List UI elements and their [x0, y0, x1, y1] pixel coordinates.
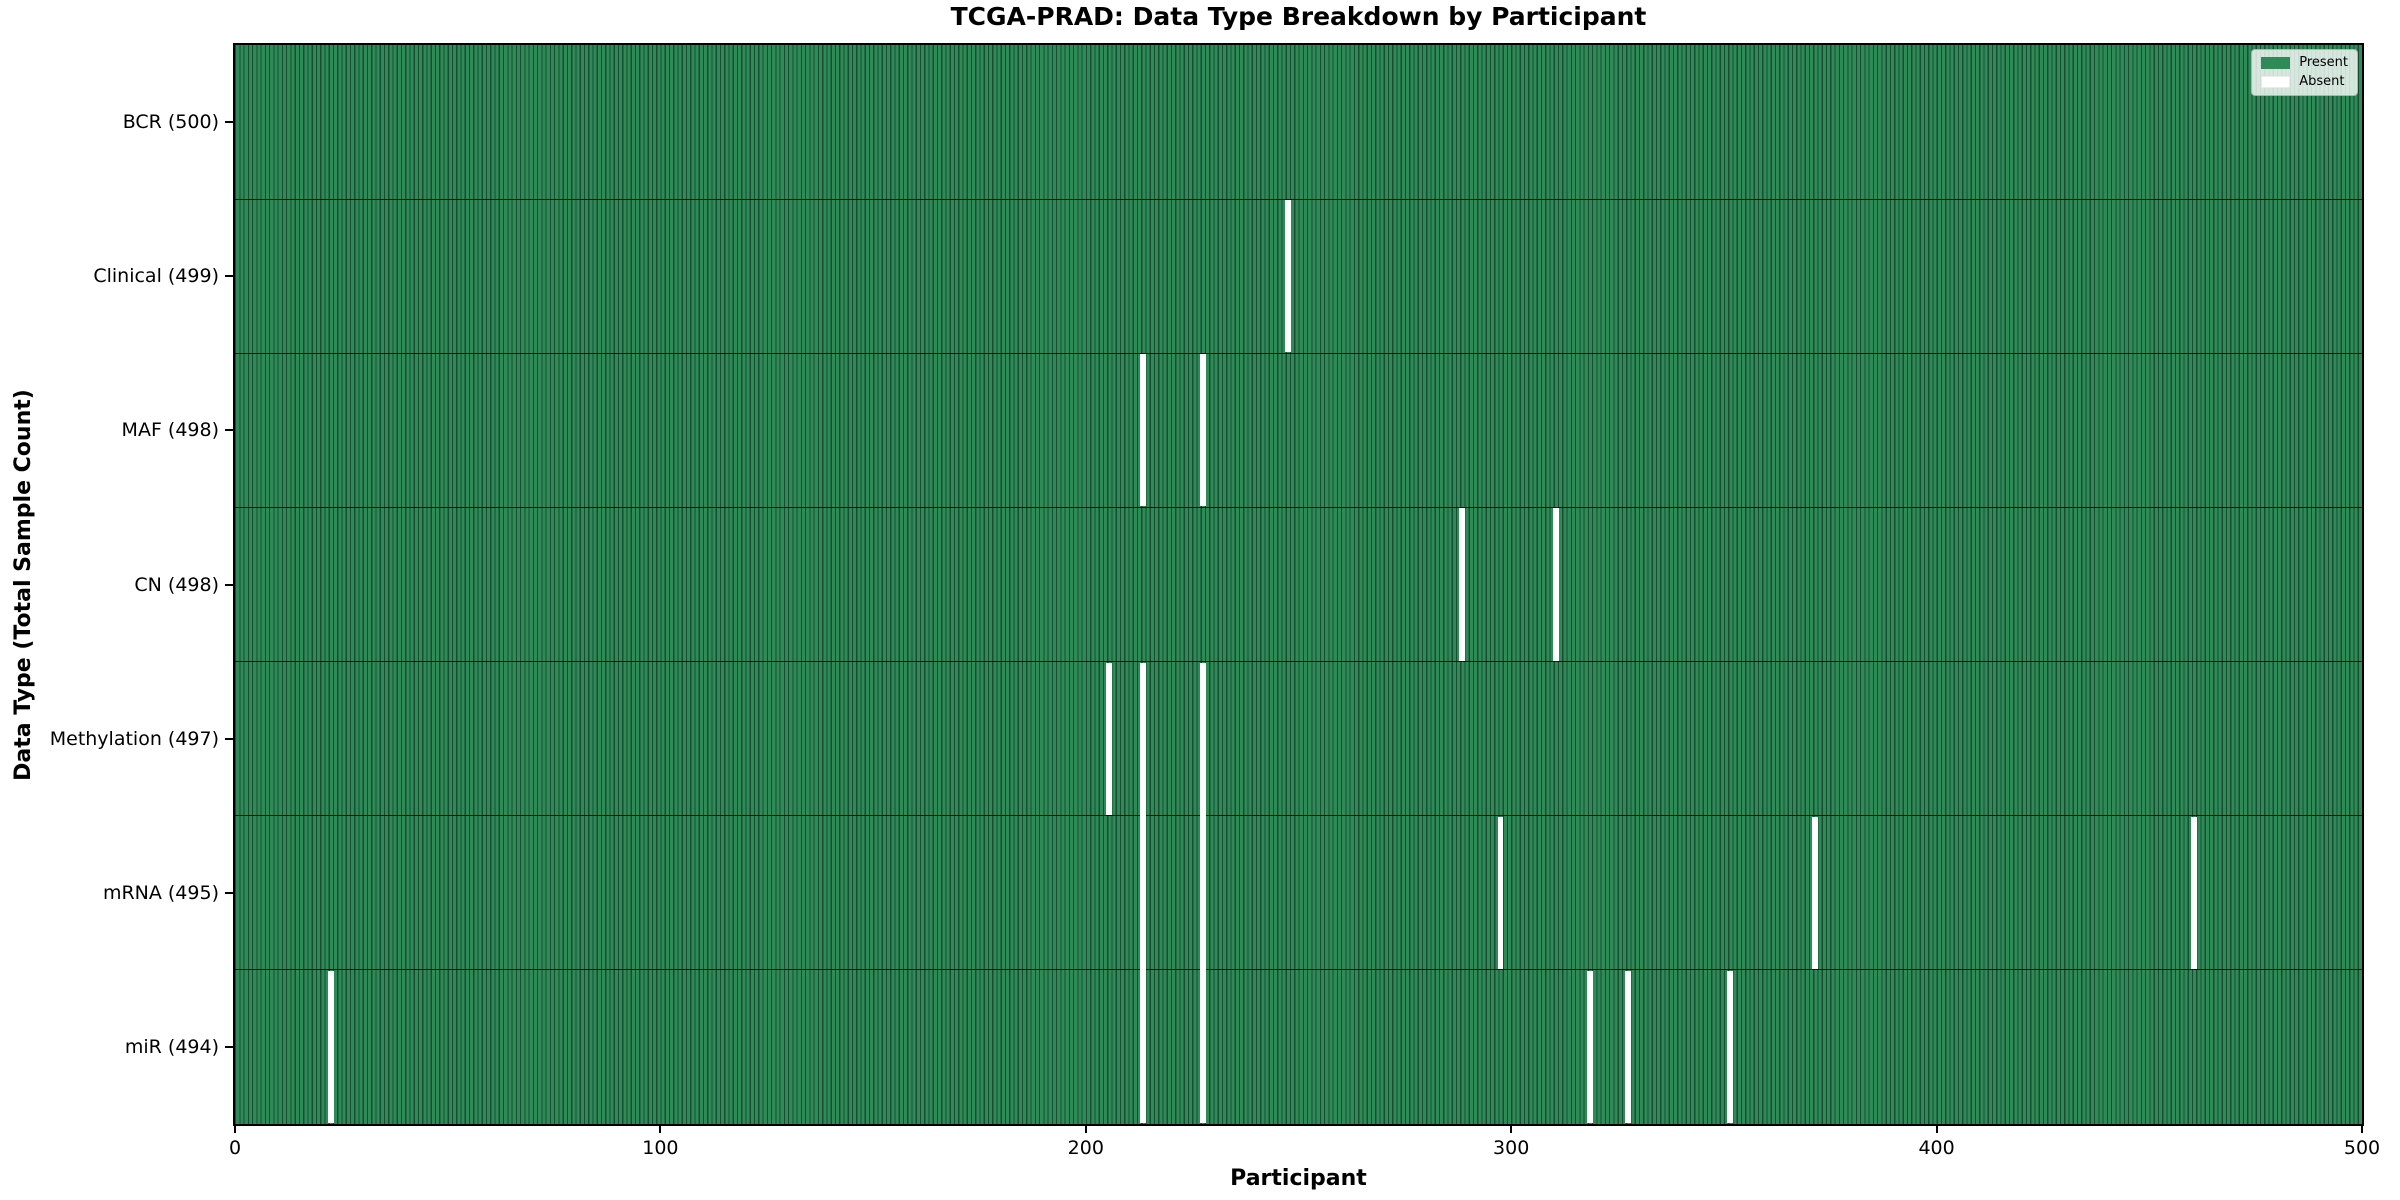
absent-cell	[1812, 816, 1819, 969]
absent-cell	[1284, 200, 1291, 353]
y-tick	[225, 737, 233, 740]
x-tick	[1084, 1126, 1087, 1133]
legend-entry-absent: Absent	[2261, 75, 2348, 89]
absent-cell	[1199, 662, 1206, 815]
legend-label: Absent	[2299, 74, 2345, 89]
x-tick	[1510, 1126, 1513, 1133]
row-separator	[235, 506, 2362, 509]
legend: Present Absent	[2251, 49, 2358, 96]
x-axis-label: Participant	[1230, 1166, 1367, 1191]
x-tick-label: 100	[642, 1137, 679, 1159]
y-tick-label: CN (498)	[134, 573, 219, 596]
y-tick	[225, 1045, 233, 1048]
absent-cell	[1497, 816, 1504, 969]
plot-area: Present Absent	[233, 43, 2364, 1126]
y-tick	[225, 121, 233, 124]
absent-cell-connector	[1140, 813, 1147, 818]
absent-cell	[1727, 970, 1734, 1123]
legend-entry-present: Present	[2261, 56, 2348, 70]
absent-swatch-icon	[2261, 76, 2291, 88]
x-tick-label: 0	[228, 1137, 242, 1159]
x-tick-label: 200	[1067, 1137, 1104, 1159]
x-tick	[234, 1126, 236, 1133]
absent-cell	[1140, 970, 1147, 1123]
y-axis-label: Data Type (Total Sample Count)	[11, 389, 36, 781]
row-separator	[235, 969, 2362, 971]
x-tick	[1935, 1126, 1938, 1133]
y-tick-label: miR (494)	[124, 1035, 219, 1058]
y-tick	[225, 429, 233, 432]
absent-cell	[327, 970, 334, 1123]
absent-cell	[1140, 662, 1147, 815]
row-separator	[235, 660, 2362, 663]
y-tick	[225, 891, 233, 894]
chart-title: TCGA-PRAD: Data Type Breakdown by Partic…	[950, 2, 1647, 31]
y-tick	[225, 583, 233, 586]
absent-cell	[1552, 508, 1559, 661]
present-swatch-icon	[2261, 57, 2291, 69]
row-separator	[235, 352, 2362, 354]
absent-cell	[1459, 508, 1466, 661]
absent-cell	[1586, 970, 1593, 1123]
y-tick-label: BCR (500)	[122, 111, 219, 134]
absent-cell	[1140, 816, 1147, 969]
x-tick	[659, 1126, 662, 1133]
x-tick-label: 500	[2343, 1137, 2381, 1159]
absent-cell	[1199, 970, 1206, 1123]
x-tick-label: 300	[1493, 1137, 1530, 1159]
y-tick-label: mRNA (495)	[102, 881, 219, 904]
row-separator	[235, 815, 2362, 817]
heatmap-cells-layer	[235, 45, 2362, 1124]
absent-cell	[1106, 662, 1113, 815]
absent-cell	[1199, 816, 1206, 969]
absent-cell-connector	[1140, 967, 1147, 972]
absent-cell	[1625, 970, 1632, 1123]
y-tick-label: Clinical (499)	[93, 265, 219, 288]
x-tick-label: 400	[1918, 1137, 1955, 1159]
legend-label: Present	[2299, 55, 2348, 70]
y-tick-label: Methylation (497)	[49, 727, 219, 750]
y-tick-label: MAF (498)	[121, 419, 219, 442]
absent-cell	[1140, 354, 1147, 507]
absent-cell-connector	[1199, 967, 1206, 972]
x-tick	[2361, 1126, 2363, 1133]
absent-cell	[2191, 816, 2197, 969]
absent-cell	[1199, 354, 1206, 507]
absent-cell-connector	[1199, 813, 1206, 818]
row-separator	[235, 198, 2362, 200]
y-tick	[225, 275, 233, 278]
